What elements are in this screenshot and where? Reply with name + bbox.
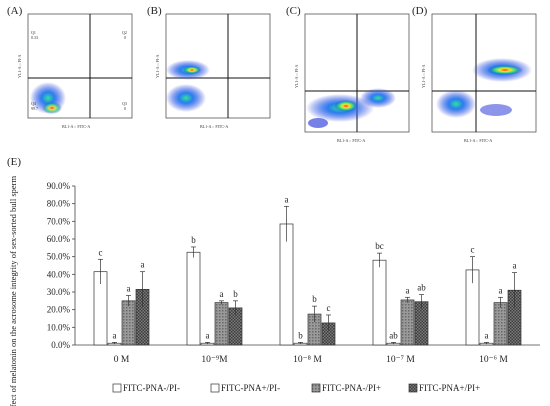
significance-letter: a	[499, 285, 503, 295]
significance-letter: a	[513, 261, 517, 271]
panel-b-letter: (B)	[147, 5, 162, 17]
flow-panel-c: YL1-A :: PI-A BL1-A :: FITC-A	[294, 13, 410, 143]
legend-label: FITC-PNA-/PI-	[123, 383, 180, 393]
y-axis-label: Effect of melatonin on the acrosome inte…	[8, 176, 18, 406]
svg-text:99.7: 99.7	[31, 106, 38, 111]
panel-a-q3: Q3	[122, 101, 127, 106]
significance-letter: a	[406, 285, 410, 295]
flow-panel-d: YL1-A :: PI-A BL1-A :: FITC-A	[421, 13, 537, 143]
legend-label: FITC-PNA+/PI+	[419, 383, 480, 393]
legend-swatch	[210, 383, 220, 393]
y-tick-label: 60.0%	[47, 234, 71, 244]
significance-letter: ab	[417, 283, 426, 293]
y-tick-label: 70.0%	[47, 216, 71, 226]
x-category-label: 10⁻⁹M	[201, 355, 228, 365]
y-tick-label: 10.0%	[47, 322, 71, 332]
panel-a-q2: Q2	[122, 30, 127, 35]
significance-letter: b	[191, 235, 196, 245]
panel-e-letter: (E)	[7, 156, 22, 168]
legend-swatch	[112, 383, 122, 393]
panel-a-ylabel: YL1-A :: PI-A	[17, 55, 22, 78]
bar	[372, 259, 387, 346]
y-tick-label: 0.0%	[51, 340, 70, 350]
significance-letter: a	[127, 284, 131, 294]
y-tick-label: 20.0%	[47, 305, 71, 315]
panel-d-letter: (D)	[412, 5, 428, 17]
flow-panel-a: Q1 0.33 Q2 0 Q3 0 Q4 99.7 YL1-A :: PI-A …	[17, 13, 133, 129]
bar	[279, 223, 294, 346]
significance-letter: a	[113, 330, 117, 340]
significance-letter: b	[298, 330, 303, 340]
flow-panel-b: YL1-A :: PI-A BL1-A :: FITC-A	[155, 13, 271, 129]
flow-plots: Q1 0.33 Q2 0 Q3 0 Q4 99.7 YL1-A :: PI-A …	[17, 13, 537, 143]
significance-letter: bc	[375, 241, 384, 251]
bar	[121, 300, 136, 346]
significance-letter: a	[141, 260, 145, 270]
significance-letter: c	[471, 245, 475, 255]
y-tick-label: 40.0%	[47, 269, 71, 279]
svg-text:YL1-A :: PI-A: YL1-A :: PI-A	[155, 55, 160, 78]
bar	[214, 302, 229, 346]
panel-a-xlabel: BL1-A :: FITC-A	[62, 124, 90, 129]
bar	[400, 299, 415, 346]
legend-label: FITC-PNA-/PI+	[322, 383, 381, 393]
significance-letter: c	[327, 303, 331, 313]
bar	[493, 302, 508, 346]
panel-a-q1: Q1	[31, 30, 36, 35]
svg-text:0: 0	[124, 35, 126, 40]
significance-letter: a	[206, 330, 210, 340]
x-category-label: 0 M	[114, 355, 130, 365]
y-tick-label: 80.0%	[47, 199, 71, 209]
svg-text:0: 0	[124, 106, 126, 111]
significance-letter: a	[285, 194, 289, 204]
legend-swatch	[311, 383, 321, 393]
x-category-label: 10⁻⁸ M	[293, 355, 322, 365]
panel-c-letter: (C)	[286, 5, 301, 17]
y-tick-label: 30.0%	[47, 287, 71, 297]
svg-text:BL1-A :: FITC-A: BL1-A :: FITC-A	[337, 138, 365, 143]
y-tick-label: 50.0%	[47, 252, 71, 262]
panel-a-q4: Q4	[31, 101, 36, 106]
significance-letter: ab	[389, 330, 398, 340]
svg-text:0.33: 0.33	[31, 35, 38, 40]
svg-text:YL1-A :: PI-A: YL1-A :: PI-A	[294, 65, 299, 88]
svg-text:BL1-A :: FITC-A: BL1-A :: FITC-A	[200, 124, 228, 129]
legend-swatch	[408, 383, 418, 393]
panel-a-letter: (A)	[7, 5, 23, 17]
bar-chart: 0.0% 10.0% 20.0% 30.0% 40.0% 50.0% 60.0% 70.0% 8…	[8, 176, 540, 406]
significance-letter: b	[233, 289, 238, 299]
significance-letter: a	[220, 289, 224, 299]
x-category-label: 10⁻⁶ M	[479, 355, 508, 365]
bar	[186, 251, 201, 346]
svg-text:YL1-A :: PI-A: YL1-A :: PI-A	[421, 65, 426, 88]
significance-letter: a	[485, 330, 489, 340]
svg-text:BL1-A :: FITC-A: BL1-A :: FITC-A	[464, 138, 492, 143]
legend-label: FITC-PNA+/PI-	[221, 383, 280, 393]
y-tick-label: 90.0%	[47, 181, 71, 191]
significance-letter: c	[99, 247, 103, 257]
x-category-label: 10⁻⁷ M	[386, 355, 415, 365]
significance-letter: b	[312, 294, 317, 304]
